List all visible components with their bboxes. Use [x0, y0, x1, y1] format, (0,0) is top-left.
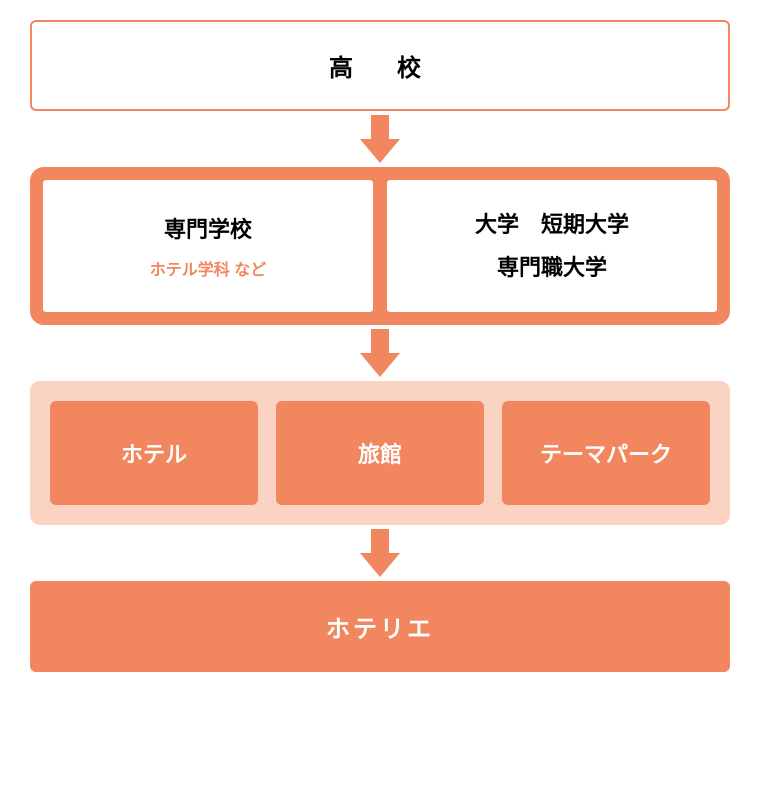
arrow-head-icon [360, 353, 400, 377]
arrow-shaft [371, 115, 389, 141]
workplace-hotel: ホテル [50, 401, 258, 505]
education-vocational: 専門学校 ホテル学科 など [42, 179, 374, 313]
arrow-head-icon [360, 139, 400, 163]
workplace-themepark: テーマパーク [502, 401, 710, 505]
arrow-3 [362, 525, 398, 581]
arrow-2 [362, 325, 398, 381]
career-flowchart: 高 校 専門学校 ホテル学科 など 大学 短期大学 専門職大学 ホテル 旅館 テ… [30, 20, 730, 672]
arrow-shaft [371, 329, 389, 355]
stage-highschool: 高 校 [30, 20, 730, 111]
education-university: 大学 短期大学 専門職大学 [386, 179, 718, 313]
stage-hotelier: ホテリエ [30, 581, 730, 672]
stage-workplaces: ホテル 旅館 テーマパーク [30, 381, 730, 525]
education-vocational-title: 専門学校 [51, 213, 365, 246]
stage-highschool-label: 高 校 [42, 48, 718, 83]
stage-hotelier-label: ホテリエ [40, 609, 720, 644]
stage-education: 専門学校 ホテル学科 など 大学 短期大学 専門職大学 [30, 167, 730, 325]
arrow-shaft [371, 529, 389, 555]
education-university-line2: 専門職大学 [395, 251, 709, 284]
education-university-line1: 大学 短期大学 [395, 208, 709, 241]
arrow-head-icon [360, 553, 400, 577]
education-vocational-subtitle: ホテル学科 など [51, 256, 365, 280]
workplace-ryokan: 旅館 [276, 401, 484, 505]
arrow-1 [362, 111, 398, 167]
